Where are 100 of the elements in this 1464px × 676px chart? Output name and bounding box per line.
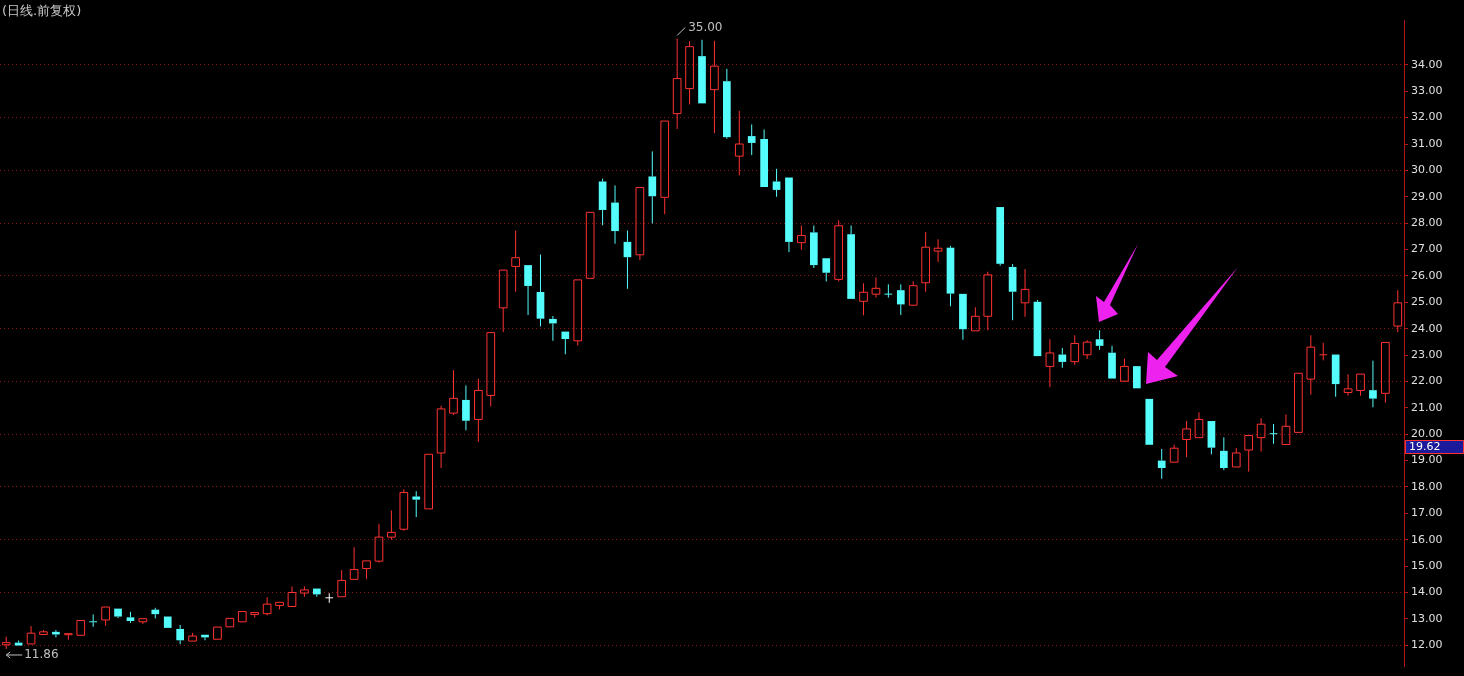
y-tick-label: 14.00 — [1411, 585, 1443, 599]
candlestick — [734, 110, 744, 176]
candlestick — [1145, 398, 1154, 445]
y-tick-label: 33.00 — [1411, 84, 1443, 98]
candlestick — [1045, 338, 1055, 388]
candlestick — [262, 596, 272, 616]
candlestick — [1133, 366, 1141, 389]
candlestick — [88, 613, 98, 628]
candlestick — [573, 279, 583, 347]
candlestick — [138, 618, 148, 625]
candlestick — [498, 269, 508, 333]
candlestick — [1, 636, 11, 650]
candlestick — [1369, 360, 1377, 408]
y-tick-label: 20.00 — [1411, 427, 1443, 441]
candlestick — [996, 207, 1005, 267]
y-tick-label: 28.00 — [1411, 216, 1443, 230]
y-tick-label: 29.00 — [1411, 189, 1443, 203]
candlestick — [698, 39, 706, 104]
candlestick — [250, 612, 260, 619]
candlestick — [561, 331, 570, 355]
candlestick — [1244, 435, 1254, 473]
candlestick — [1256, 417, 1266, 453]
candlestick — [1182, 420, 1191, 458]
y-tick-label: 27.00 — [1411, 242, 1443, 256]
y-tick-label: 16.00 — [1411, 532, 1443, 546]
annotation: 35.00 — [688, 19, 723, 34]
candlestick — [635, 187, 645, 261]
y-tick-label: 21.00 — [1411, 400, 1443, 414]
candlestick — [511, 230, 520, 293]
candlestick — [809, 225, 818, 269]
y-tick-label: 18.00 — [1411, 479, 1443, 493]
candlestick — [1008, 263, 1017, 321]
candlestick — [1058, 347, 1067, 369]
candlestick — [362, 560, 371, 580]
candlestick — [1343, 373, 1353, 397]
y-tick-label: 26.00 — [1411, 268, 1443, 282]
candlestick — [785, 177, 793, 253]
candlestick — [1294, 372, 1303, 433]
annotation: 11.86 — [24, 647, 59, 662]
candlestick — [176, 624, 185, 645]
candlestick — [524, 265, 532, 316]
candlestick — [163, 616, 172, 628]
candlestick — [324, 592, 334, 604]
candlestick — [114, 608, 122, 619]
candlestick — [449, 369, 458, 416]
candlestick — [486, 332, 496, 408]
candlestick — [349, 546, 359, 580]
candlestick — [921, 231, 930, 293]
candlestick — [151, 607, 160, 619]
candlestick — [648, 150, 657, 224]
candlestick — [436, 405, 446, 469]
candlestick — [126, 611, 135, 624]
candlestick — [1194, 411, 1204, 439]
text: 19.62 — [1409, 439, 1441, 453]
candlestick — [970, 306, 980, 332]
candlestick — [908, 280, 918, 306]
candlestick — [797, 225, 806, 251]
candlestick — [959, 293, 967, 341]
y-tick-label: 19.00 — [1411, 453, 1443, 467]
candlestick — [1219, 436, 1228, 471]
candlestick — [772, 168, 781, 198]
chart-title: (日线.前复权) — [2, 2, 82, 20]
candlestick — [1318, 342, 1328, 361]
candlestick — [412, 490, 421, 518]
y-tick-label: 15.00 — [1411, 559, 1443, 572]
y-tick-label: 31.00 — [1411, 136, 1443, 150]
candlestick — [585, 211, 595, 279]
y-tick-label: 25.00 — [1411, 295, 1443, 309]
candlestick — [1033, 299, 1042, 357]
candlestick — [387, 509, 396, 541]
candlestick — [536, 254, 545, 327]
candlestick — [374, 523, 384, 564]
candlestick — [237, 611, 247, 623]
candlestick — [896, 283, 905, 316]
candlestick — [14, 640, 23, 646]
y-tick-label: 13.00 — [1411, 611, 1443, 625]
y-tick-label: 32.00 — [1411, 110, 1443, 124]
candlestick — [946, 245, 955, 307]
y-tick-label: 12.00 — [1411, 638, 1443, 652]
candlestick — [1070, 334, 1080, 366]
candlestick — [685, 40, 694, 105]
candlestick — [710, 40, 719, 134]
candlestick — [723, 68, 731, 140]
candlestick — [424, 453, 434, 510]
candlestick — [63, 633, 73, 641]
candlestick — [859, 282, 868, 316]
candlestick — [462, 384, 470, 431]
candlestick — [287, 585, 297, 608]
candlestick — [1108, 345, 1116, 379]
candlestick — [847, 225, 855, 299]
candlestick — [474, 378, 483, 443]
candlestick — [1393, 289, 1403, 333]
candlestick — [760, 128, 768, 188]
candlestick — [213, 626, 222, 640]
y-tick-label: 23.00 — [1411, 347, 1443, 361]
candlestick — [747, 123, 756, 156]
y-tick-label: 34.00 — [1411, 57, 1443, 71]
candlestick — [660, 120, 670, 215]
y-tick-label: 24.00 — [1411, 321, 1443, 335]
candlestick — [337, 569, 347, 598]
